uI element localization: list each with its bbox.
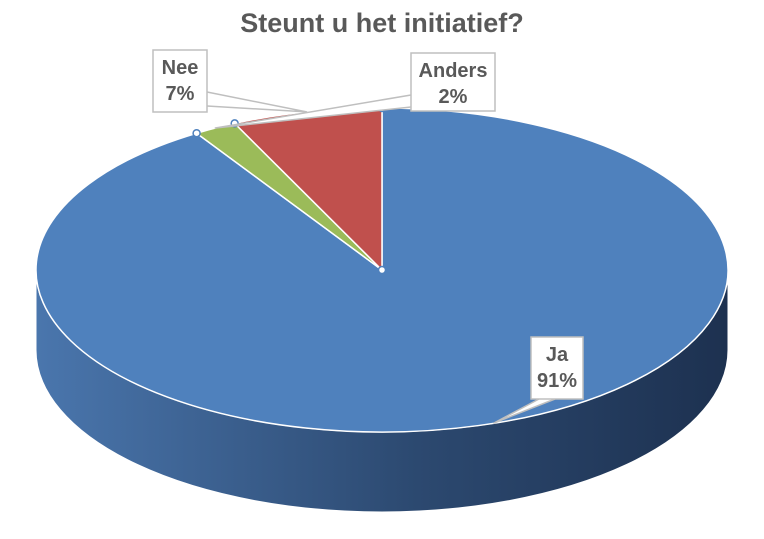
data-label-category: Anders: [419, 60, 488, 82]
label-leader: [214, 94, 412, 129]
data-label-category: Nee: [162, 57, 199, 79]
label-box: [410, 52, 496, 112]
slice-handle: [192, 128, 201, 138]
slice-handle: [377, 265, 387, 275]
pie-top: [35, 103, 729, 433]
data-labels: Ja 91% Anders 2% Nee 7%: [152, 49, 584, 424]
chart-title: Steunt u het initiatief?: [240, 8, 524, 38]
data-label-anders: Anders 2%: [214, 52, 496, 129]
label-box: [152, 49, 208, 113]
label-leader: [206, 91, 308, 113]
data-label-value: 7%: [166, 83, 195, 105]
data-label-nee: Nee 7%: [152, 49, 308, 113]
data-label-ja: Ja 91%: [493, 336, 584, 424]
data-label-value: 91%: [537, 370, 577, 392]
label-box: [530, 336, 584, 400]
data-label-value: 2%: [439, 86, 468, 108]
data-label-category: Ja: [546, 344, 569, 366]
label-leader: [493, 398, 556, 424]
